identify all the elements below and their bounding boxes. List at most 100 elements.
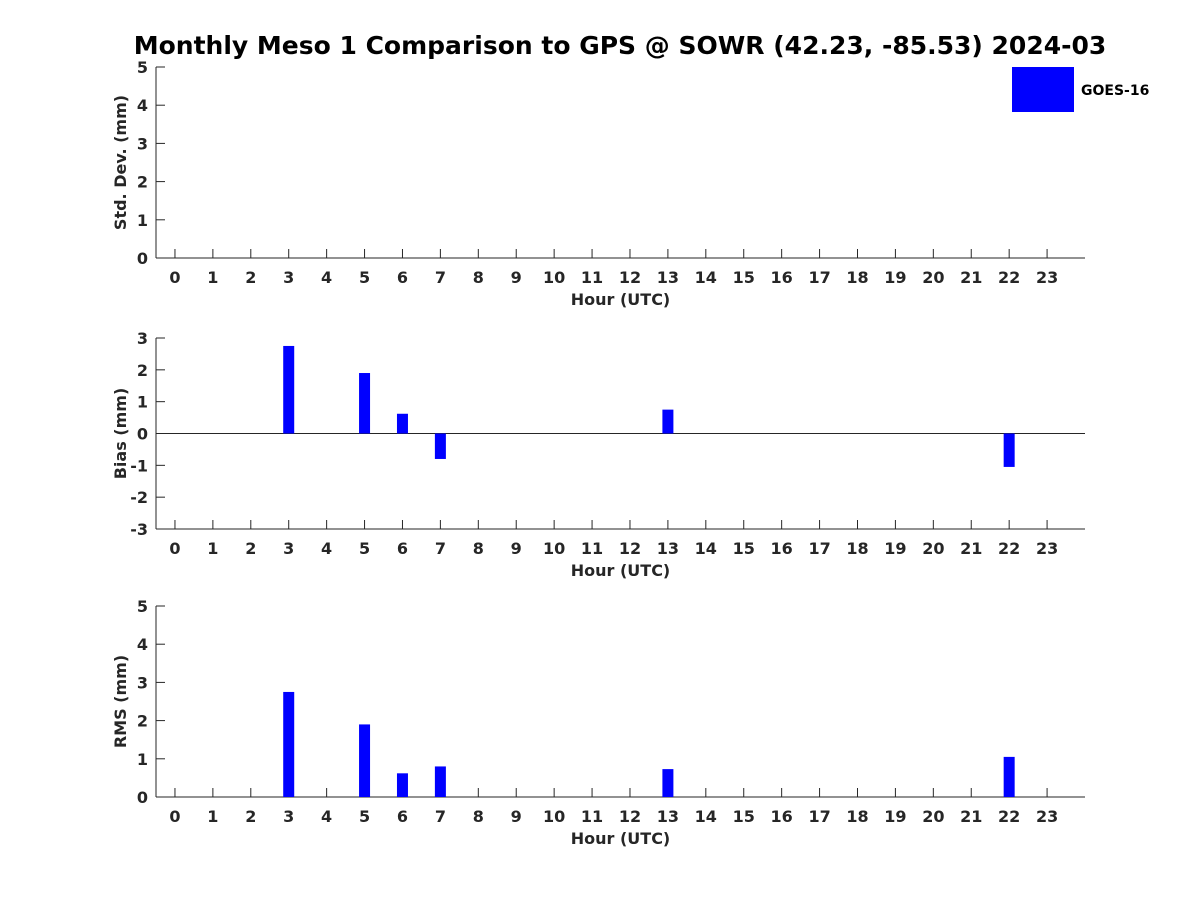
rms-x-tick-label: 7: [435, 807, 446, 826]
std-x-tick-label: 4: [321, 268, 332, 287]
std-x-tick-label: 15: [733, 268, 755, 287]
bias-bar-hour-3: [283, 345, 295, 434]
rms-bar-hour-3: [283, 691, 295, 797]
rms-x-tick-label: 13: [657, 807, 679, 826]
bias-x-tick-label: 20: [922, 539, 944, 558]
std-x-tick-label: 17: [808, 268, 830, 287]
rms-y-axis-label: RMS (mm): [111, 655, 130, 748]
bias-bar-hour-7: [434, 433, 446, 459]
rms-y-tick-label: 2: [137, 712, 148, 731]
rms-x-tick-label: 1: [207, 807, 218, 826]
std-y-tick-label: 4: [137, 96, 148, 115]
bias-x-tick-label: 19: [884, 539, 906, 558]
std-x-tick-label: 23: [1036, 268, 1058, 287]
rms-y-tick-label: 0: [137, 788, 148, 807]
rms-x-tick-label: 16: [771, 807, 793, 826]
bias-x-tick-label: 18: [846, 539, 868, 558]
bias-x-tick-label: 21: [960, 539, 982, 558]
rms-x-tick-label: 18: [846, 807, 868, 826]
std-x-tick-label: 0: [169, 268, 180, 287]
rms-x-tick-label: 5: [359, 807, 370, 826]
std-x-tick-label: 10: [543, 268, 565, 287]
std-x-tick-label: 3: [283, 268, 294, 287]
bias-x-tick-label: 11: [581, 539, 603, 558]
bias-y-axis-label: Bias (mm): [111, 388, 130, 480]
rms-x-tick-label: 12: [619, 807, 641, 826]
bias-x-tick-label: 5: [359, 539, 370, 558]
rms-x-tick-label: 22: [998, 807, 1020, 826]
bias-bar-hour-22: [1003, 433, 1015, 467]
std-x-tick-label: 7: [435, 268, 446, 287]
rms-x-tick-label: 14: [695, 807, 717, 826]
bias-bar-hour-5: [359, 373, 371, 434]
std-x-tick-label: 19: [884, 268, 906, 287]
std-x-tick-label: 2: [245, 268, 256, 287]
std-x-tick-label: 8: [473, 268, 484, 287]
legend-swatch-goes-16: [1012, 67, 1074, 112]
legend: GOES-16: [1012, 67, 1149, 112]
bias-x-tick-label: 14: [695, 539, 717, 558]
rms-bar-hour-6: [396, 773, 408, 797]
rms-x-tick-label: 2: [245, 807, 256, 826]
bias-bar-hour-6: [396, 413, 408, 434]
rms-x-tick-label: 0: [169, 807, 180, 826]
std-x-tick-label: 22: [998, 268, 1020, 287]
bias-y-tick-label: 2: [137, 361, 148, 380]
rms-x-tick-label: 23: [1036, 807, 1058, 826]
std-x-tick-label: 12: [619, 268, 641, 287]
bias-y-tick-label: -2: [130, 488, 148, 507]
chart-title: Monthly Meso 1 Comparison to GPS @ SOWR …: [134, 31, 1107, 60]
bias-x-tick-label: 9: [511, 539, 522, 558]
bias-x-tick-label: 23: [1036, 539, 1058, 558]
std-y-tick-label: 5: [137, 58, 148, 77]
rms-x-tick-label: 20: [922, 807, 944, 826]
rms-x-tick-label: 11: [581, 807, 603, 826]
std-x-tick-label: 1: [207, 268, 218, 287]
bias-x-tick-label: 17: [808, 539, 830, 558]
bias-x-tick-label: 4: [321, 539, 332, 558]
std-x-tick-label: 14: [695, 268, 717, 287]
rms-x-tick-label: 6: [397, 807, 408, 826]
rms-y-tick-label: 3: [137, 673, 148, 692]
std-x-axis-label: Hour (UTC): [571, 290, 671, 309]
std-x-tick-label: 11: [581, 268, 603, 287]
bias-x-tick-label: 12: [619, 539, 641, 558]
bias-y-tick-label: 0: [137, 425, 148, 444]
std-y-tick-label: 1: [137, 211, 148, 230]
rms-x-axis-label: Hour (UTC): [571, 829, 671, 848]
rms-x-tick-label: 3: [283, 807, 294, 826]
bias-x-tick-label: 16: [771, 539, 793, 558]
legend-label-goes-16: GOES-16: [1081, 83, 1149, 99]
rms-y-tick-label: 4: [137, 635, 148, 654]
bias-x-tick-label: 0: [169, 539, 180, 558]
rms-x-tick-label: 15: [733, 807, 755, 826]
rms-x-tick-label: 9: [511, 807, 522, 826]
bias-x-tick-label: 1: [207, 539, 218, 558]
std-x-tick-label: 6: [397, 268, 408, 287]
bias-bar-hour-13: [662, 409, 674, 434]
std-y-axis-label: Std. Dev. (mm): [111, 95, 130, 230]
rms-bar-hour-7: [434, 766, 446, 797]
rms-x-tick-label: 21: [960, 807, 982, 826]
bias-y-tick-label: 1: [137, 393, 148, 412]
bias-x-axis-label: Hour (UTC): [571, 561, 671, 580]
std-y-tick-label: 2: [137, 173, 148, 192]
std-x-tick-label: 20: [922, 268, 944, 287]
std-y-tick-label: 3: [137, 134, 148, 153]
bias-y-tick-label: -3: [130, 520, 148, 539]
rms-x-tick-label: 17: [808, 807, 830, 826]
bias-x-tick-label: 15: [733, 539, 755, 558]
bias-x-tick-label: 13: [657, 539, 679, 558]
bias-x-tick-label: 3: [283, 539, 294, 558]
bias-x-tick-label: 8: [473, 539, 484, 558]
rms-bar-hour-13: [662, 769, 674, 797]
rms-x-tick-label: 8: [473, 807, 484, 826]
std-y-tick-label: 0: [137, 249, 148, 268]
bias-x-tick-label: 2: [245, 539, 256, 558]
bias-x-tick-label: 10: [543, 539, 565, 558]
std-x-tick-label: 16: [771, 268, 793, 287]
